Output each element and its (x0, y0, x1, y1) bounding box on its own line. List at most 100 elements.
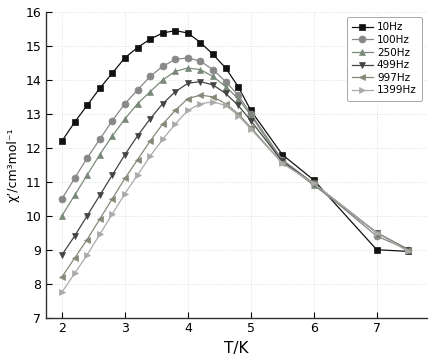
Legend: 10Hz, 100Hz, 250Hz, 499Hz, 997Hz, 1399Hz: 10Hz, 100Hz, 250Hz, 499Hz, 997Hz, 1399Hz (347, 17, 422, 101)
1399Hz (223, 103, 228, 107)
997Hz (405, 248, 411, 252)
499Hz (59, 253, 65, 257)
100Hz (210, 68, 216, 72)
Line: 1399Hz: 1399Hz (59, 98, 411, 295)
100Hz (173, 57, 178, 62)
1399Hz (210, 100, 216, 104)
499Hz (210, 83, 216, 87)
1399Hz (311, 181, 316, 185)
499Hz (110, 173, 115, 177)
10Hz (405, 249, 411, 254)
Line: 250Hz: 250Hz (59, 65, 411, 253)
499Hz (97, 193, 102, 197)
10Hz (279, 152, 285, 157)
997Hz (97, 217, 102, 221)
1399Hz (173, 122, 178, 126)
250Hz (97, 152, 102, 157)
997Hz (148, 139, 153, 143)
997Hz (279, 161, 285, 165)
Line: 10Hz: 10Hz (59, 27, 411, 255)
10Hz (97, 86, 102, 90)
250Hz (210, 74, 216, 79)
100Hz (85, 156, 90, 160)
250Hz (198, 68, 203, 72)
10Hz (236, 85, 241, 89)
250Hz (236, 97, 241, 101)
997Hz (59, 275, 65, 279)
499Hz (236, 103, 241, 107)
499Hz (248, 118, 253, 123)
10Hz (173, 28, 178, 33)
1399Hz (148, 154, 153, 159)
1399Hz (110, 212, 115, 216)
100Hz (160, 64, 165, 69)
250Hz (405, 248, 411, 252)
997Hz (223, 102, 228, 106)
499Hz (185, 81, 191, 85)
10Hz (122, 56, 128, 60)
250Hz (59, 213, 65, 218)
1399Hz (374, 231, 379, 235)
100Hz (185, 56, 191, 60)
1399Hz (59, 290, 65, 294)
499Hz (279, 159, 285, 164)
250Hz (110, 134, 115, 138)
1399Hz (122, 192, 128, 196)
1399Hz (236, 113, 241, 118)
1399Hz (198, 102, 203, 106)
499Hz (135, 134, 140, 138)
100Hz (248, 112, 253, 116)
997Hz (210, 95, 216, 99)
997Hz (198, 93, 203, 97)
1399Hz (160, 137, 165, 142)
997Hz (72, 256, 77, 260)
10Hz (198, 40, 203, 45)
100Hz (97, 137, 102, 142)
10Hz (311, 178, 316, 182)
10Hz (185, 31, 191, 35)
499Hz (122, 152, 128, 157)
10Hz (110, 71, 115, 75)
Y-axis label: χ’/cm³mol⁻¹: χ’/cm³mol⁻¹ (7, 127, 20, 202)
100Hz (122, 102, 128, 106)
1399Hz (135, 173, 140, 177)
1399Hz (97, 232, 102, 237)
1399Hz (279, 161, 285, 165)
100Hz (148, 74, 153, 79)
100Hz (135, 88, 140, 92)
997Hz (236, 112, 241, 116)
250Hz (72, 193, 77, 197)
Line: 997Hz: 997Hz (59, 92, 411, 280)
250Hz (279, 159, 285, 164)
1399Hz (185, 108, 191, 113)
1399Hz (85, 253, 90, 257)
Line: 499Hz: 499Hz (59, 78, 411, 258)
100Hz (279, 158, 285, 162)
100Hz (198, 59, 203, 64)
250Hz (223, 85, 228, 89)
250Hz (311, 183, 316, 187)
100Hz (223, 79, 228, 84)
997Hz (374, 231, 379, 235)
997Hz (160, 122, 165, 126)
499Hz (173, 90, 178, 94)
1399Hz (72, 271, 77, 276)
10Hz (85, 103, 90, 107)
10Hz (160, 31, 165, 35)
100Hz (236, 93, 241, 97)
Line: 100Hz: 100Hz (59, 54, 411, 253)
1399Hz (405, 249, 411, 254)
997Hz (311, 181, 316, 185)
499Hz (374, 231, 379, 235)
10Hz (374, 248, 379, 252)
10Hz (148, 37, 153, 41)
100Hz (59, 197, 65, 201)
499Hz (85, 213, 90, 218)
100Hz (110, 118, 115, 123)
997Hz (85, 237, 90, 242)
250Hz (374, 231, 379, 235)
499Hz (311, 181, 316, 185)
10Hz (248, 108, 253, 113)
499Hz (223, 91, 228, 95)
997Hz (110, 197, 115, 201)
